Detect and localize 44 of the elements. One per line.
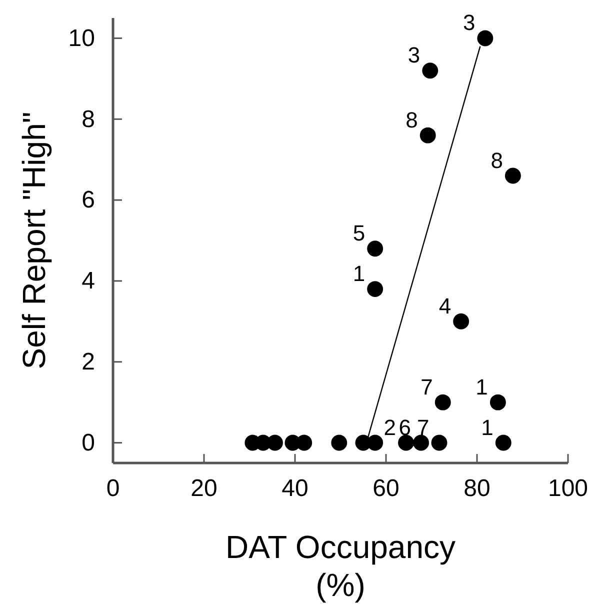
annotation: 7 — [416, 414, 430, 440]
point — [296, 434, 312, 451]
annotation: 2 — [384, 414, 396, 440]
point — [495, 434, 512, 451]
point — [504, 168, 521, 184]
point — [453, 313, 470, 330]
annotation: 1 — [481, 414, 494, 440]
x-tick-label: 40 — [282, 475, 308, 502]
y-tick-label: 6 — [82, 186, 95, 214]
annotation: 3 — [408, 42, 420, 68]
annotation: 1 — [476, 374, 488, 400]
point — [420, 127, 436, 144]
annotation: 5 — [352, 220, 366, 246]
point — [490, 394, 506, 410]
x-tick-label: 60 — [372, 475, 400, 502]
annotation: 4 — [438, 293, 452, 318]
y-tick-label: 10 — [68, 24, 95, 52]
y-tick-label: 8 — [82, 106, 95, 133]
y-tick-label: 0 — [82, 429, 95, 456]
annotation: 8 — [490, 148, 503, 173]
annotation: 1 — [352, 261, 366, 286]
annotation: 3 — [462, 10, 476, 36]
point — [367, 434, 384, 451]
point — [331, 434, 348, 451]
point — [422, 62, 438, 79]
y-axis-title: Self Report "High" — [16, 112, 52, 370]
annotation: 6 — [398, 414, 412, 440]
x-tick-label: 80 — [464, 475, 490, 502]
point — [477, 30, 494, 46]
point — [398, 434, 414, 451]
y-tick-label: 4 — [82, 268, 95, 295]
point — [267, 434, 283, 451]
x-tick-label: 100 — [548, 475, 588, 502]
annotation: 7 — [420, 374, 433, 400]
point — [431, 434, 448, 451]
annotation: 8 — [406, 107, 418, 132]
point — [434, 394, 451, 410]
x-tick-label: 20 — [190, 475, 218, 502]
point — [367, 281, 384, 298]
y-tick-label: 2 — [82, 348, 95, 376]
x-axis-title: DAT Occupancy (%) — [225, 529, 456, 603]
x-tick-label: 0 — [106, 475, 120, 502]
point — [413, 434, 430, 451]
point — [367, 240, 384, 257]
